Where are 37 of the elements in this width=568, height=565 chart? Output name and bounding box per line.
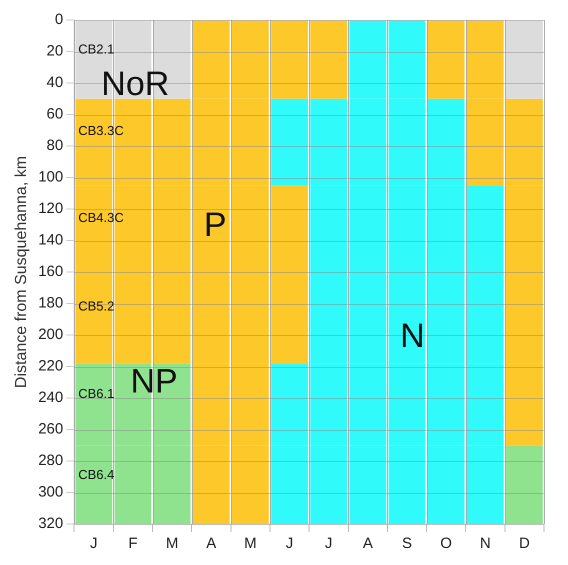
y-tick-label: 280 xyxy=(38,452,64,470)
x-tick-label: O xyxy=(440,535,452,552)
annotation: CB2.1 xyxy=(78,42,114,57)
y-tick-label: 40 xyxy=(46,74,64,92)
y-tick-label: 100 xyxy=(38,168,64,186)
x-tick-label: J xyxy=(324,535,332,552)
annotation: CB6.4 xyxy=(78,466,114,482)
y-tick-label: 240 xyxy=(38,389,64,406)
annotation: NoR xyxy=(101,64,170,103)
annotation: N xyxy=(400,316,425,355)
y-axis-title: Distance from Susquehanna, km xyxy=(13,156,30,388)
y-tick-label: 60 xyxy=(46,106,64,123)
y-tick-label: 320 xyxy=(38,515,64,532)
y-tick-label: 20 xyxy=(46,42,64,60)
x-tick-label: J xyxy=(90,535,98,552)
y-tick-label: 120 xyxy=(38,200,64,218)
y-tick-label: 160 xyxy=(38,263,64,280)
y-tick-label: 140 xyxy=(38,232,64,249)
x-tick-label: A xyxy=(362,535,373,552)
y-tick-label: 200 xyxy=(38,326,64,344)
x-tick-label: M xyxy=(244,535,257,552)
x-tick-label: N xyxy=(480,535,491,552)
y-tick-label: 0 xyxy=(54,11,64,28)
y-tick-label: 80 xyxy=(46,137,64,154)
annotation: NP xyxy=(130,362,178,400)
annotation: P xyxy=(204,206,227,244)
x-tick-label: F xyxy=(128,535,138,552)
y-tick-label: 220 xyxy=(38,358,64,375)
x-tick-label: D xyxy=(519,535,530,552)
x-tick-label: M xyxy=(166,535,178,552)
x-tick-label: A xyxy=(206,535,216,552)
x-tick-label: J xyxy=(286,535,294,552)
annotation: CB6.1 xyxy=(78,386,114,402)
x-tick-label: S xyxy=(402,535,412,552)
y-tick-label: 300 xyxy=(38,484,64,501)
y-tick-label: 260 xyxy=(38,420,64,438)
y-tick-label: 180 xyxy=(38,294,64,312)
